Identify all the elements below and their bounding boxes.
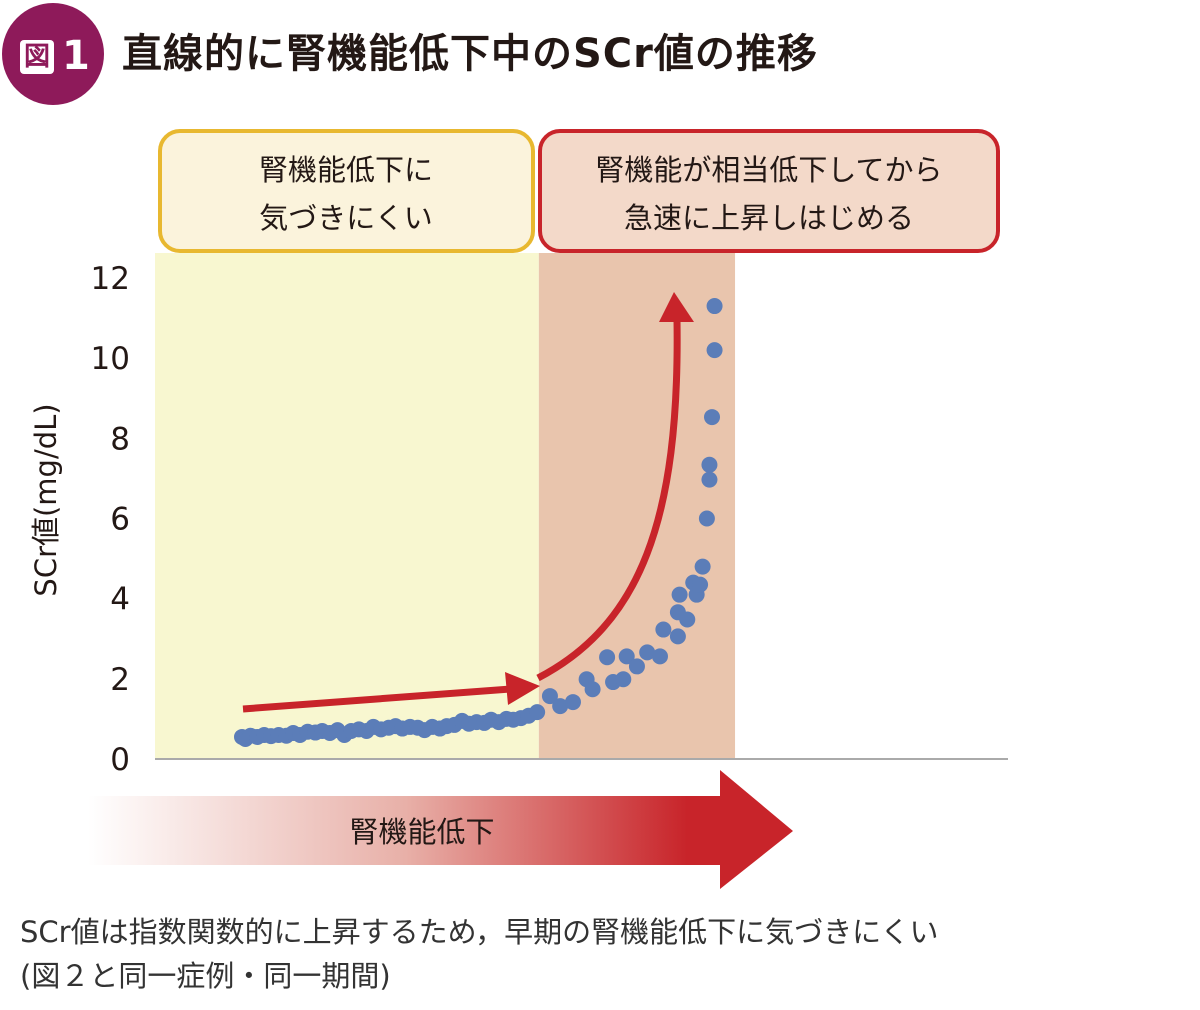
data-point (541, 688, 558, 705)
shaded-regions (155, 253, 736, 759)
y-tick-label: 10 (91, 341, 130, 377)
data-point (564, 694, 581, 711)
flat-trend-arrowhead (505, 672, 540, 705)
caption-line2: (図２と同一症例・同一期間) (20, 959, 391, 993)
figure-icon: 図 (20, 40, 54, 74)
data-point (679, 611, 696, 628)
data-point (618, 648, 635, 665)
data-point (706, 342, 723, 359)
data-point (584, 681, 601, 698)
data-point (706, 298, 723, 315)
data-point (694, 558, 711, 575)
flat-trend-arrow-shaft (242, 685, 511, 713)
steep-trend-arrowhead (659, 292, 694, 322)
y-tick-label: 0 (110, 742, 130, 778)
callout-left-box (158, 129, 535, 253)
figure-badge: 図 1 (2, 3, 104, 105)
callout-right-line1: 腎機能が相当低下してから (595, 153, 942, 187)
callout-left-line2: 気づきにくい (259, 201, 432, 235)
y-tick-label: 2 (110, 662, 130, 698)
scatter-points (234, 298, 723, 747)
data-point (651, 648, 668, 665)
data-point (701, 471, 718, 488)
figure-number: 1 (62, 33, 90, 79)
y-tick-label: 12 (91, 261, 130, 297)
data-point (698, 510, 715, 527)
data-point (669, 628, 686, 645)
caption: SCr値は指数関数的に上昇するため，早期の腎機能低下に気づきにくい (図２と同一… (20, 910, 939, 998)
y-ticks: 0 2 4 6 8 10 12 (91, 261, 130, 778)
caption-line1: SCr値は指数関数的に上昇するため，早期の腎機能低下に気づきにくい (20, 915, 939, 949)
figure-title: 直線的に腎機能低下中のSCr値の推移 (122, 31, 818, 77)
data-point (529, 704, 546, 721)
callout-right-line2: 急速に上昇しはじめる (624, 201, 914, 235)
data-point (692, 576, 709, 593)
kidney-decline-arrow (88, 770, 793, 889)
y-tick-label: 4 (110, 582, 130, 618)
data-point (639, 644, 656, 661)
callout-right-box (538, 129, 1000, 253)
shaded-region-0 (155, 253, 539, 759)
data-point (628, 658, 645, 675)
y-axis-label: SCr値(mg/dL) (29, 403, 63, 596)
callout-left-line1: 腎機能低下に (259, 153, 433, 187)
data-point (701, 456, 718, 473)
data-point (704, 409, 721, 426)
kidney-decline-label: 腎機能低下 (349, 815, 494, 849)
shaded-region-1 (538, 253, 736, 759)
data-point (615, 671, 632, 688)
y-tick-label: 6 (110, 502, 130, 538)
data-point (655, 621, 672, 638)
steep-trend-arrow-shaft (536, 319, 681, 682)
data-point (552, 698, 569, 715)
data-point (671, 586, 688, 603)
y-tick-label: 8 (110, 421, 130, 457)
data-point (599, 649, 616, 666)
